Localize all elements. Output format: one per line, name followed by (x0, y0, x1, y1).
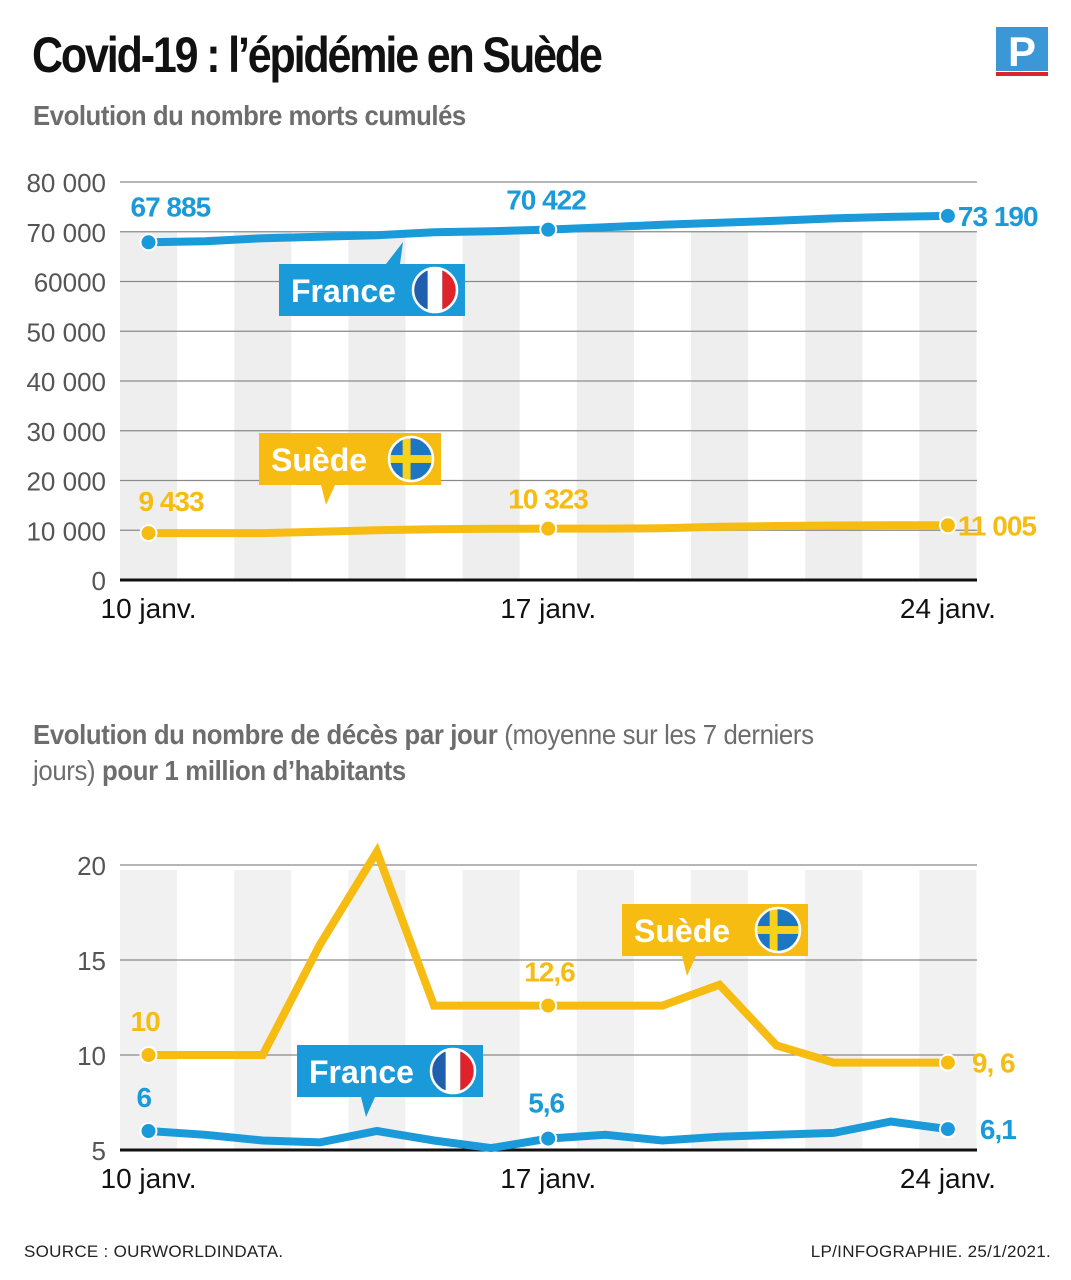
labeled-point-marker (539, 220, 558, 239)
data-label: 6,1 (980, 1114, 1016, 1145)
x-tick-label: 24 janv. (900, 1163, 996, 1194)
x-tick-label: 17 janv. (500, 593, 596, 624)
background-stripe (805, 870, 863, 1150)
france-flag-icon (429, 1047, 477, 1095)
labeled-point-marker (139, 1046, 158, 1064)
flag-rim (754, 906, 802, 954)
labeled-point-marker (139, 524, 158, 543)
daily-deaths-chart: 5 10 15 20 10 janv. 17 janv. 24 janv. 10 12,6 9, … (77, 842, 1017, 1194)
data-label: 9, 6 (972, 1048, 1015, 1079)
data-label: 67 885 (131, 191, 211, 222)
sweden-legend-tag-pointer (321, 485, 335, 505)
data-label: 70 422 (506, 185, 586, 216)
x-tick-label: 10 janv. (101, 1163, 197, 1194)
flag-yellow-horizontal (389, 455, 433, 463)
france-legend-tag: France (297, 1045, 483, 1117)
logo-letter: P (1008, 28, 1036, 75)
sweden-legend-tag-label: Suède (634, 913, 730, 949)
background-stripe (462, 870, 520, 1150)
y-tick-label: 0 (92, 566, 106, 596)
data-label: 12,6 (524, 957, 575, 988)
y-tick-label: 40 000 (26, 367, 106, 397)
labeled-point-marker (938, 206, 957, 225)
sweden-flag-icon (387, 435, 435, 483)
france-legend-tag: France (279, 242, 465, 316)
flag-yellow-vertical (402, 437, 411, 481)
le-parisien-logo: P (996, 27, 1048, 76)
credit-note: LP/INFOGRAPHIE. 25/1/2021. (810, 1242, 1051, 1261)
y-tick-label: 5 (92, 1136, 106, 1166)
labeled-point-marker (539, 519, 558, 538)
labeled-point-marker (938, 516, 957, 535)
flag-white-stripe (427, 268, 443, 312)
sweden-flag-icon (754, 906, 802, 954)
y-tick-label: 60000 (34, 268, 106, 298)
background-stripe (348, 870, 406, 1150)
labeled-point-marker (539, 1129, 558, 1148)
data-label: 9 433 (139, 486, 204, 517)
france-legend-tag-label: France (291, 273, 396, 309)
labeled-point-marker (938, 1120, 957, 1139)
y-tick-label: 70 000 (26, 218, 106, 248)
labeled-point-marker (139, 233, 158, 252)
x-tick-label: 10 janv. (101, 593, 197, 624)
background-stripe (919, 870, 977, 1150)
labeled-point-marker (539, 996, 558, 1015)
y-tick-label: 80 000 (26, 168, 106, 198)
sweden-legend-tag: Suède (259, 433, 441, 505)
data-label: 10 (131, 1006, 161, 1037)
data-label: 10 323 (508, 484, 588, 515)
cumulative-deaths-chart: 0 10 000 20 000 30 000 40 000 50 000 60000 70 0… (26, 168, 1038, 624)
data-label: 73 190 (958, 201, 1038, 232)
chart2-subtitle-light-part: (moyenne sur les 7 derniers jours) (33, 719, 814, 786)
flag-yellow-horizontal (756, 926, 800, 934)
france-flag-icon (411, 266, 459, 314)
sweden-legend-tag-label: Suède (271, 442, 367, 478)
data-label: 11 005 (958, 510, 1037, 541)
logo-background (996, 27, 1048, 71)
france-legend-tag-pointer (386, 242, 403, 264)
background-stripe (462, 232, 520, 580)
y-tick-label: 15 (77, 946, 106, 976)
x-tick-label: 24 janv. (900, 593, 996, 624)
y-tick-label: 10 000 (26, 516, 106, 546)
y-tick-label: 30 000 (26, 417, 106, 447)
chart1-subtitle: Evolution du nombre morts cumulés (33, 100, 466, 131)
flag-rim (429, 1047, 477, 1095)
labeled-point-marker (938, 1053, 957, 1072)
background-stripe (691, 232, 749, 580)
background-stripe (120, 232, 178, 580)
logo-red-bar (996, 72, 1048, 76)
chart2-subtitle-bold-part2: pour 1 million d’habitants (102, 755, 406, 786)
y-tick-label: 50 000 (26, 317, 106, 347)
x-tick-label: 17 janv. (500, 1163, 596, 1194)
france-legend-tag-pointer (361, 1097, 375, 1117)
sweden-legend-tag-pointer (682, 956, 696, 976)
data-label: 5,6 (528, 1088, 564, 1119)
flag-rim (387, 435, 435, 483)
chart2-subtitle: Evolution du nombre de décès par jour (m… (33, 717, 861, 789)
y-tick-label: 10 (77, 1041, 106, 1071)
flag-rim (411, 266, 459, 314)
background-stripe (576, 232, 634, 580)
y-tick-label: 20 (77, 851, 106, 881)
data-label: 6 (137, 1082, 152, 1113)
source-note: SOURCE : OURWORLDINDATA. (24, 1242, 284, 1261)
france-legend-tag-label: France (309, 1054, 414, 1090)
chart2-subtitle-bold-part1: Evolution du nombre de décès par jour (33, 719, 498, 750)
page-title: Covid-19 : l’épidémie en Suède (32, 27, 603, 83)
background-stripe (120, 870, 178, 1150)
flag-yellow-vertical (769, 908, 778, 952)
y-tick-label: 20 000 (26, 467, 106, 497)
sweden-legend-tag: Suède (622, 904, 808, 976)
labeled-point-marker (139, 1122, 158, 1140)
flag-white-stripe (445, 1049, 461, 1093)
